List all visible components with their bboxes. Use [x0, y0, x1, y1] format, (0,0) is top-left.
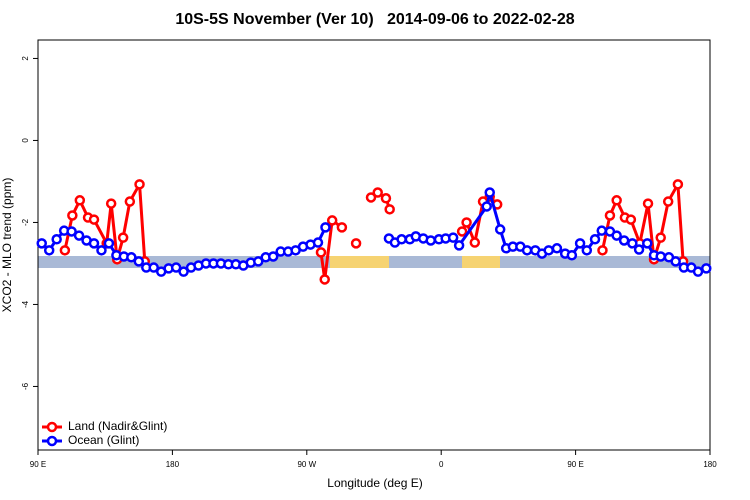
- point: [461, 217, 472, 228]
- x-tick-label: 90 E: [30, 460, 46, 469]
- point: [521, 245, 533, 256]
- point: [380, 193, 392, 204]
- point: [484, 187, 495, 198]
- point: [662, 196, 674, 207]
- point: [170, 262, 182, 273]
- point: [134, 179, 145, 190]
- point: [66, 226, 77, 237]
- point: [396, 234, 407, 245]
- x-axis-label: Longitude (deg E): [327, 476, 422, 490]
- point: [51, 234, 62, 245]
- point: [589, 234, 601, 245]
- y-tick-label: -4: [21, 300, 30, 308]
- point: [336, 222, 348, 233]
- point: [178, 266, 189, 277]
- point: [59, 245, 71, 256]
- point: [642, 198, 654, 209]
- point: [88, 238, 100, 249]
- point: [604, 210, 616, 221]
- y-tick-label: -6: [21, 382, 30, 390]
- point: [611, 230, 622, 241]
- point: [481, 201, 492, 212]
- point: [126, 252, 137, 263]
- point: [453, 240, 465, 251]
- legend-marker: [46, 421, 58, 433]
- point: [372, 187, 383, 198]
- legend-label: Ocean (Glint): [68, 433, 139, 447]
- x-tick-label: 0: [439, 460, 444, 469]
- y-tick-label: 0: [21, 138, 30, 143]
- point: [596, 225, 607, 236]
- point: [312, 237, 324, 248]
- point: [701, 263, 712, 274]
- point: [566, 250, 578, 261]
- point: [67, 210, 78, 221]
- point: [133, 256, 145, 267]
- point: [469, 237, 481, 248]
- chart-title: 10S-5S November (Ver 10) 2014-09-06 to 2…: [175, 11, 574, 28]
- point: [655, 232, 666, 243]
- point: [543, 245, 554, 256]
- point: [447, 232, 459, 243]
- point: [36, 238, 47, 249]
- point: [320, 222, 331, 233]
- point: [611, 195, 622, 206]
- x-tick-label: 90 E: [567, 460, 583, 469]
- point: [103, 238, 115, 249]
- point: [574, 238, 586, 249]
- point: [315, 247, 327, 258]
- point: [326, 215, 338, 226]
- point: [627, 238, 638, 249]
- point: [633, 244, 645, 255]
- point: [672, 179, 684, 190]
- point: [73, 230, 85, 241]
- point: [618, 235, 630, 246]
- y-axis-label: XCO2 - MLO trend (ppm): [0, 178, 14, 313]
- point: [124, 196, 136, 207]
- point: [456, 226, 468, 237]
- point: [692, 266, 704, 277]
- point: [384, 204, 395, 215]
- x-tick-label: 180: [166, 460, 180, 469]
- point: [74, 195, 86, 206]
- point: [597, 245, 608, 256]
- legend-label: Land (Nadir&Glint): [68, 419, 167, 433]
- point: [551, 243, 563, 254]
- point: [267, 251, 279, 262]
- point: [88, 214, 100, 225]
- point: [96, 245, 107, 256]
- point: [494, 224, 506, 235]
- y-tick-label: 2: [21, 56, 30, 61]
- legend-marker: [46, 435, 58, 447]
- plot-frame: [37, 39, 711, 451]
- point: [581, 245, 593, 256]
- point: [350, 238, 362, 249]
- land-band: [462, 256, 500, 268]
- point: [105, 198, 117, 209]
- point: [655, 251, 666, 262]
- point: [319, 274, 330, 285]
- land-band: [330, 256, 389, 268]
- point: [253, 256, 264, 267]
- x-tick-label: 180: [703, 460, 717, 469]
- point: [365, 192, 377, 203]
- point: [117, 232, 129, 243]
- point: [642, 238, 653, 249]
- point: [425, 235, 436, 246]
- x-tick-label: 90 W: [297, 460, 316, 469]
- point: [43, 245, 55, 256]
- point: [625, 214, 637, 225]
- point: [670, 256, 681, 267]
- y-tick-label: -2: [21, 218, 30, 226]
- point: [148, 262, 159, 273]
